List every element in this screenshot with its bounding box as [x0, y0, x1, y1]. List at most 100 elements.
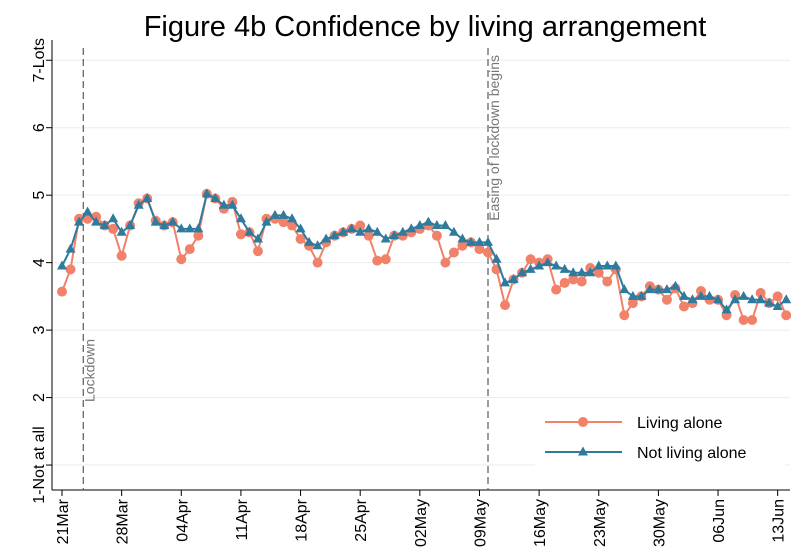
point [159, 220, 170, 230]
point [764, 297, 775, 307]
point [91, 216, 102, 226]
point [457, 240, 468, 251]
x-tick-label: 23May [592, 499, 609, 547]
point [619, 310, 630, 321]
point [636, 290, 647, 300]
point [406, 223, 417, 233]
point [568, 267, 579, 277]
point [201, 188, 212, 198]
point [380, 254, 391, 265]
point [57, 286, 67, 297]
point [576, 276, 587, 287]
point [329, 230, 340, 240]
point [440, 220, 451, 230]
point [713, 294, 724, 304]
point [176, 223, 187, 233]
point [278, 217, 289, 228]
point [235, 213, 246, 223]
point [287, 213, 298, 223]
x-tick-label: 21Mar [55, 498, 72, 544]
point [338, 226, 349, 236]
y-tick-label: 3 [31, 326, 48, 335]
x-tick-label: 09May [472, 499, 489, 547]
point [270, 209, 280, 219]
point [99, 220, 110, 230]
point [559, 263, 570, 273]
point [423, 216, 434, 226]
point [738, 314, 749, 325]
point [414, 220, 425, 230]
point [755, 287, 766, 298]
x-tick-label: 16May [532, 499, 549, 547]
point [372, 255, 383, 266]
point [295, 223, 306, 233]
point [448, 247, 459, 258]
point [517, 267, 528, 277]
y-tick-label: 1-Not at all [31, 426, 48, 503]
point [312, 257, 323, 268]
point [559, 277, 570, 288]
x-tick-label: 04Apr [174, 498, 191, 541]
point [781, 310, 791, 321]
point [508, 274, 519, 284]
point [474, 244, 485, 255]
point [261, 216, 272, 226]
point [747, 294, 758, 304]
point [661, 284, 672, 294]
x-tick-label: 13Jun [771, 499, 788, 543]
annotation-label: Lockdown [81, 339, 97, 402]
point [363, 223, 374, 233]
point [448, 226, 459, 236]
point [380, 233, 391, 243]
x-tick-label: 25Apr [353, 498, 370, 541]
point [568, 274, 579, 285]
point [465, 236, 476, 246]
point [542, 257, 553, 267]
y-tick-label: 6 [31, 123, 48, 132]
point [772, 291, 783, 302]
point [355, 226, 366, 236]
point [610, 260, 621, 270]
point [551, 260, 562, 270]
point [551, 284, 562, 295]
point [491, 253, 502, 263]
point [108, 223, 119, 234]
point [193, 223, 204, 233]
point [227, 199, 238, 209]
point [116, 250, 127, 261]
chart-title: Figure 4b Confidence by living arrangeme… [144, 11, 707, 43]
point [704, 290, 715, 300]
y-tick-label: 7-Lots [31, 38, 48, 82]
point [82, 206, 93, 216]
point [525, 254, 536, 265]
point [252, 233, 263, 243]
point [321, 233, 332, 243]
point [687, 294, 698, 304]
point [167, 216, 178, 226]
point [372, 226, 383, 236]
point [218, 199, 229, 209]
point [730, 294, 741, 304]
x-tick-label: 06Jun [711, 499, 728, 543]
point [747, 314, 758, 325]
x-tick-label: 30May [651, 499, 668, 547]
legend-label: Not living alone [637, 445, 747, 462]
x-tick-label: 11Apr [234, 498, 251, 540]
annotation-label: Easing of lockdown begins [486, 55, 502, 221]
point [184, 244, 195, 255]
point [772, 300, 783, 310]
point [65, 243, 76, 253]
y-tick-label: 4 [31, 258, 48, 267]
point [738, 290, 749, 300]
point [108, 213, 119, 223]
point [389, 230, 400, 240]
point [150, 216, 161, 226]
point [252, 246, 263, 257]
point [602, 260, 613, 270]
point [278, 209, 289, 219]
point [431, 230, 442, 241]
point [644, 284, 655, 294]
point [602, 276, 613, 287]
point [696, 290, 706, 300]
point [500, 300, 511, 311]
